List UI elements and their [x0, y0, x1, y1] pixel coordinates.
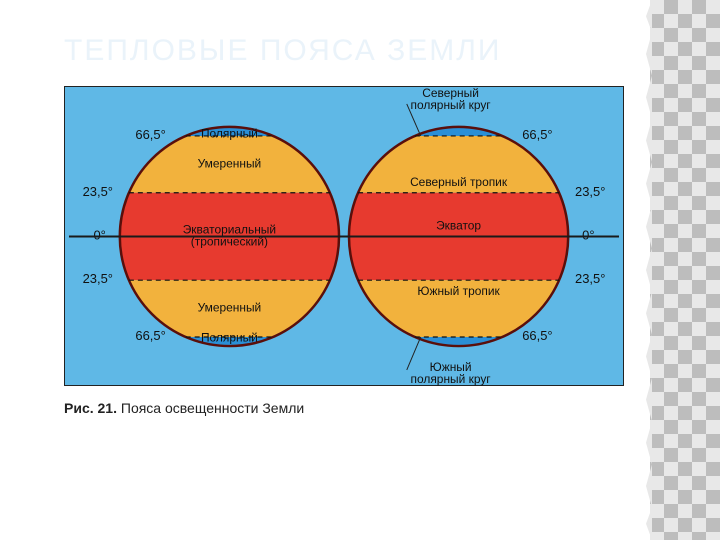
svg-text:23,5°: 23,5°	[83, 272, 113, 287]
svg-text:Северныйполярный круг: Северныйполярный круг	[411, 87, 491, 112]
slide-tear-edge	[646, 0, 652, 540]
svg-text:23,5°: 23,5°	[83, 184, 113, 199]
thermal-belts-diagram: 66,5° 23,5° 0° 23,5° 66,5° Полярный Умеренный Э…	[65, 87, 623, 386]
svg-text:Южный тропик: Южный тропик	[417, 284, 500, 298]
slide-checker-bg	[650, 0, 720, 540]
svg-text:Южныйполярный круг: Южныйполярный круг	[411, 360, 491, 386]
diagram-panel: 66,5° 23,5° 0° 23,5° 66,5° Полярный Умеренный Э…	[64, 86, 624, 386]
svg-text:66,5°: 66,5°	[135, 328, 165, 343]
svg-text:Полярный: Полярный	[201, 127, 258, 141]
svg-text:66,5°: 66,5°	[135, 127, 165, 142]
slide-title: ТЕПЛОВЫЕ ПОЯСА ЗЕМЛИ	[64, 34, 501, 68]
figure: 66,5° 23,5° 0° 23,5° 66,5° Полярный Умеренный Э…	[64, 86, 624, 416]
svg-text:23,5°: 23,5°	[575, 272, 605, 287]
svg-text:66,5°: 66,5°	[522, 328, 552, 343]
svg-text:23,5°: 23,5°	[575, 184, 605, 199]
svg-text:0°: 0°	[93, 228, 105, 243]
svg-text:Умеренный: Умеренный	[198, 301, 262, 315]
svg-text:Умеренный: Умеренный	[198, 157, 262, 171]
caption-prefix: Рис. 21.	[64, 400, 117, 416]
svg-text:0°: 0°	[582, 228, 594, 243]
figure-caption: Рис. 21. Пояса освещенности Земли	[64, 400, 624, 416]
caption-text: Пояса освещенности Земли	[121, 400, 304, 416]
svg-text:Экватор: Экватор	[436, 219, 481, 233]
svg-text:Северный тропик: Северный тропик	[410, 175, 508, 189]
svg-text:66,5°: 66,5°	[522, 127, 552, 142]
svg-text:Полярный: Полярный	[201, 331, 258, 345]
